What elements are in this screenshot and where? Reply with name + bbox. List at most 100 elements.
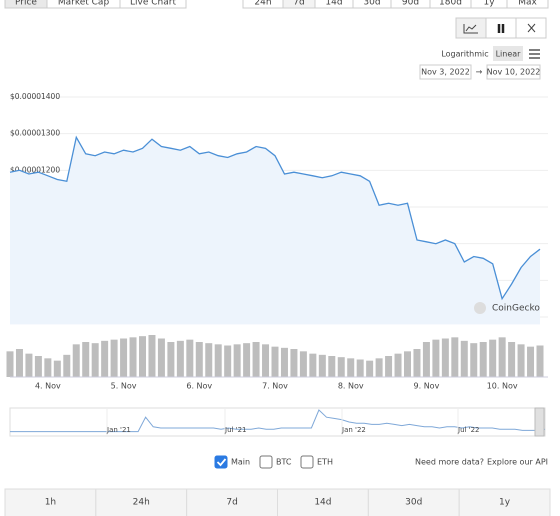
volume-bar (271, 346, 279, 377)
table-header-label: 1y (499, 498, 511, 508)
scale-option[interactable]: Logarithmic (441, 50, 488, 59)
volume-bar (157, 338, 165, 377)
range-button[interactable] (506, 0, 549, 9)
volume-bar (385, 356, 393, 377)
checkbox-label: Main (231, 458, 250, 467)
y-tick-label: $0.00001400 (10, 92, 60, 101)
tab[interactable] (119, 0, 187, 9)
watermark-logo (474, 302, 486, 314)
volume-bar (139, 336, 146, 377)
volume-bar (394, 353, 402, 377)
volume-bar (15, 349, 23, 377)
volume-bar (337, 357, 345, 377)
range-label: 7d (293, 0, 304, 8)
range-button[interactable] (314, 0, 354, 9)
volume-bar (72, 344, 80, 377)
watermark: CoinGecko (492, 304, 540, 314)
fullscreen-icon (527, 23, 536, 33)
volume-bar (517, 344, 525, 377)
volume-bar (498, 337, 506, 377)
table-header-cell (367, 488, 460, 516)
range-label: 180d (439, 0, 462, 8)
volume-bar (34, 356, 42, 377)
volume-bar (280, 347, 288, 377)
volume-bar (413, 349, 421, 377)
range-label: 30d (363, 0, 380, 8)
volume-bar (432, 339, 440, 377)
table-header-label: 7d (226, 498, 237, 508)
checkbox[interactable] (259, 455, 273, 469)
candle-icon (497, 24, 505, 33)
volume-bar (252, 342, 260, 377)
line-icon (463, 24, 478, 34)
volume-bar (167, 342, 175, 377)
range-button[interactable] (390, 0, 431, 9)
date-from: Nov 3, 2022 (421, 68, 470, 77)
volume-bar (91, 343, 99, 377)
tab[interactable] (4, 0, 48, 9)
range-button[interactable] (352, 0, 392, 9)
volume-bar (328, 356, 336, 377)
volume-bar (366, 360, 374, 377)
volume-bar (290, 349, 298, 377)
range-label: 24h (254, 0, 271, 8)
table-header-label: 14d (314, 498, 331, 508)
volume-bar (224, 345, 232, 377)
volume-bar (309, 353, 317, 377)
table-header-label: 24h (133, 498, 150, 508)
tab[interactable] (46, 0, 121, 9)
volume-bar (470, 343, 478, 377)
tab-label: Market Cap (58, 0, 110, 8)
range-button[interactable] (470, 0, 508, 9)
menu-icon[interactable] (529, 49, 540, 59)
volume-bar (120, 338, 128, 377)
date-separator: → (476, 68, 483, 77)
range-label: 90d (402, 0, 419, 8)
range-label: Max (518, 0, 537, 8)
tab-label: Price (15, 0, 37, 8)
checkbox[interactable] (300, 455, 314, 469)
volume-bar (347, 358, 355, 377)
navigator-handle[interactable] (534, 407, 545, 437)
table-header-cell (277, 488, 369, 516)
api-link[interactable]: Explore our API (487, 458, 548, 467)
navigator-label: Jan '22 (341, 426, 366, 434)
volume-bar (129, 337, 137, 377)
scale-button-bg[interactable] (493, 46, 523, 61)
volume-bar (195, 342, 203, 377)
range-button[interactable] (429, 0, 472, 9)
volume-bar (148, 335, 156, 377)
checkbox[interactable] (214, 455, 228, 469)
range-label: 1y (483, 0, 495, 8)
volume-bar (508, 342, 516, 377)
volume-bar (186, 339, 194, 377)
checkmark (216, 458, 227, 467)
navigator-line (10, 409, 546, 433)
volume-bar (214, 344, 222, 377)
volume-bar (375, 358, 383, 377)
table-header-cell (95, 488, 188, 516)
date-from-box[interactable] (419, 64, 472, 80)
table-header-label: 30d (405, 498, 422, 508)
candle-chart-button[interactable] (485, 17, 517, 39)
volume-bar (356, 359, 364, 377)
volume-bar (6, 351, 14, 377)
volume-bar (489, 339, 497, 377)
area (10, 137, 540, 325)
volume-bar (25, 353, 33, 377)
navigator-label: Jul '22 (457, 426, 480, 434)
date-to-box[interactable] (486, 64, 541, 80)
navigator-label: Jan '21 (106, 426, 131, 434)
scale-option[interactable]: Linear (496, 50, 522, 59)
x-tick-label: 6. Nov (186, 382, 212, 391)
volume-bar (460, 340, 468, 377)
checkbox-label: BTC (276, 458, 292, 467)
range-button[interactable] (242, 0, 284, 9)
volume-bar (243, 343, 251, 377)
volume-bar (527, 346, 535, 377)
volume-bar (110, 339, 118, 377)
x-tick-label: 10. Nov (487, 382, 518, 391)
range-button[interactable] (282, 0, 316, 9)
volume-bar (479, 342, 487, 377)
api-prompt: Need more data? (415, 458, 484, 467)
